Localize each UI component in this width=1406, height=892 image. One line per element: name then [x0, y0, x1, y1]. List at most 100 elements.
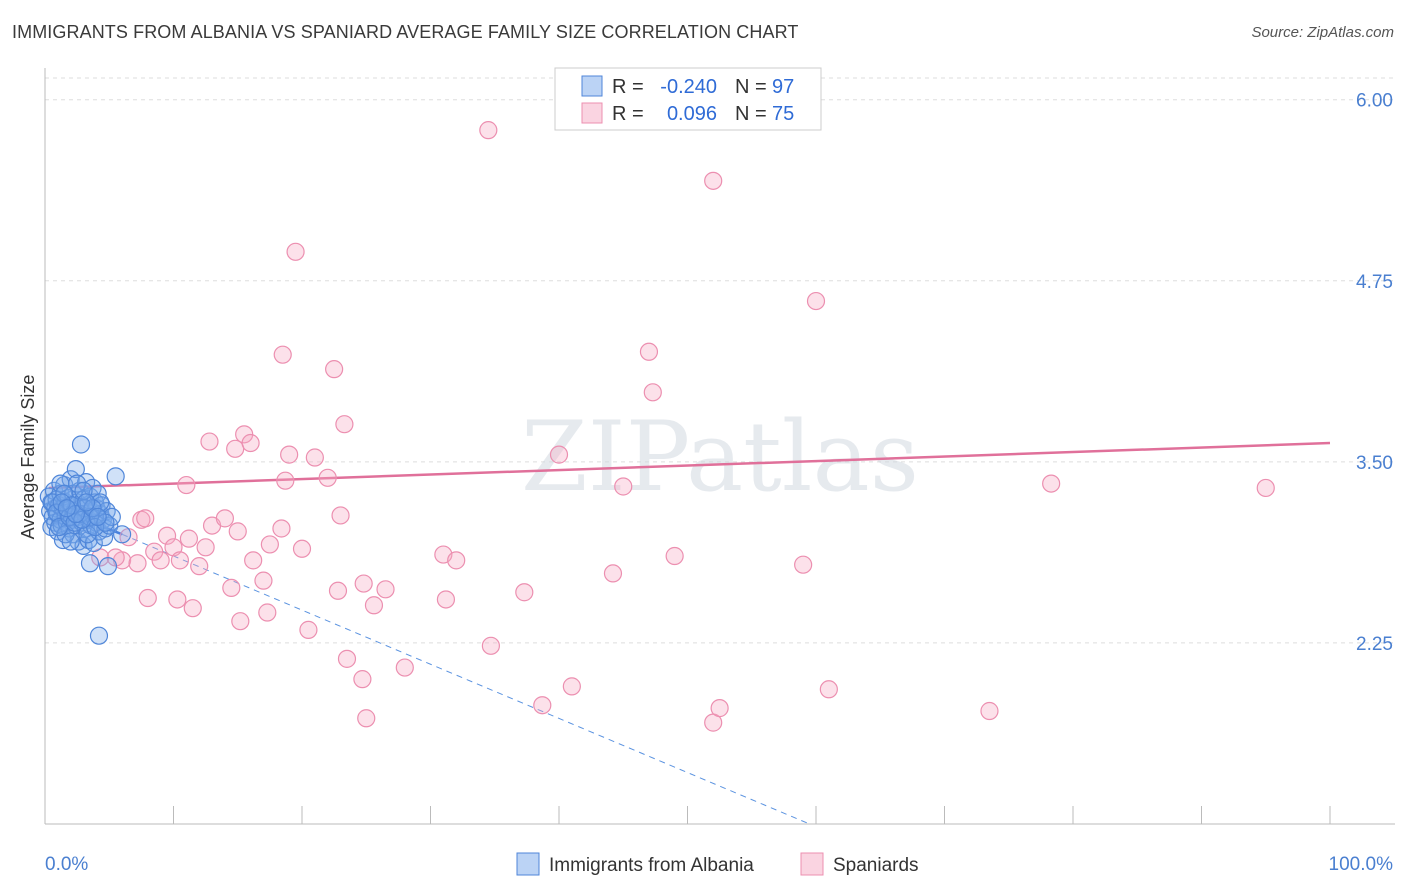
spaniards-point: [299, 620, 318, 639]
spaniards-point: [639, 342, 659, 361]
y-axis-title: Average Family Size: [18, 375, 38, 540]
albania-point: [52, 493, 71, 512]
spaniards-point: [272, 519, 291, 538]
legend-item-albania-swatch: [516, 852, 540, 876]
legend-swatch: [581, 75, 603, 97]
spaniards-point: [280, 445, 299, 464]
spaniards-point: [806, 291, 826, 311]
spaniards-point: [196, 538, 215, 557]
albania-point: [68, 474, 87, 493]
albania-point: [71, 435, 91, 454]
legend-item-spaniards-label: Spaniards: [833, 855, 919, 876]
spaniards-point: [436, 590, 456, 609]
x-tick-label-max: 100.0%: [1329, 854, 1394, 875]
albania-point: [77, 493, 96, 512]
spaniards-point: [177, 475, 196, 495]
spaniards-point: [215, 509, 234, 528]
spaniards-point: [533, 696, 552, 715]
albania-point: [62, 496, 82, 515]
spaniards-point: [183, 599, 202, 618]
albania-point: [57, 499, 76, 518]
albania-point: [80, 554, 100, 573]
spaniards-point: [179, 529, 199, 548]
spaniards-point: [200, 432, 219, 451]
watermark: ZIPatlas: [521, 401, 919, 513]
legend-item-albania-label: Immigrants from Albania: [549, 855, 754, 876]
spaniards-point: [168, 590, 187, 609]
legend-item-spaniards-swatch: [800, 852, 824, 876]
legend-r-value: -0.240: [660, 76, 717, 98]
y-tick-label: 2.25: [1356, 634, 1393, 655]
spaniards-point: [254, 571, 273, 590]
spaniards-point: [292, 539, 312, 558]
spaniards-point: [170, 551, 190, 570]
albania-point: [89, 626, 109, 645]
spaniards-point: [241, 433, 260, 453]
albania-point: [66, 504, 85, 524]
spaniards-point: [364, 596, 384, 615]
spaniards-point: [614, 477, 633, 496]
y-tick-labels: 2.25 3.50 4.75 6.00: [1356, 91, 1393, 655]
spaniards-point: [276, 471, 295, 490]
y-tick-label: 4.75: [1356, 272, 1393, 293]
y-tick-label: 3.50: [1356, 453, 1393, 474]
spaniards-point: [549, 445, 569, 464]
spaniards-point: [286, 242, 305, 261]
spaniards-point: [481, 636, 500, 655]
spaniards-point: [228, 522, 247, 541]
spaniards-trend-line: [48, 441, 1331, 490]
albania-point: [78, 525, 97, 544]
spaniards-point: [643, 383, 662, 402]
spaniards-point: [337, 649, 357, 668]
spaniards-point: [1042, 474, 1061, 493]
albania-trend-extension: [121, 533, 810, 825]
spaniards-point: [190, 557, 209, 576]
spaniards-point: [231, 612, 250, 631]
albania-point: [66, 460, 85, 479]
spaniards-point: [157, 526, 177, 545]
albania-point: [106, 467, 125, 486]
albania-point: [88, 507, 107, 527]
legend-r-label: R =: [612, 103, 644, 125]
y-tick-label: 6.00: [1356, 91, 1393, 112]
spaniards-point: [128, 554, 147, 573]
spaniards-point: [665, 546, 684, 566]
correlation-legend: R = -0.240 N = 97 R = 0.096 N = 75: [554, 67, 822, 131]
legend-r-label: R =: [612, 76, 644, 98]
spaniards-point: [226, 439, 245, 458]
spaniards-point: [819, 680, 838, 699]
spaniards-point: [710, 699, 729, 718]
spaniards-point: [258, 603, 277, 622]
legend-swatch: [581, 102, 603, 124]
spaniards-point: [354, 574, 373, 593]
spaniards-point: [244, 551, 263, 570]
spaniards-point: [273, 345, 292, 364]
spaniards-point: [260, 535, 279, 554]
spaniards-point: [603, 564, 623, 583]
legend-n-label: N =: [735, 76, 767, 98]
spaniards-point: [704, 171, 723, 190]
legend-n-value: 97: [772, 76, 794, 98]
series-legend: Immigrants from Albania Spaniards: [516, 852, 919, 876]
spaniards-point: [447, 551, 466, 570]
x-tick-label-min: 0.0%: [45, 854, 88, 875]
spaniards-point: [357, 709, 376, 728]
axes: [44, 68, 1395, 825]
spaniards-point: [353, 670, 372, 689]
spaniards-point: [980, 701, 999, 721]
spaniards-point: [479, 121, 498, 140]
spaniards-point: [305, 448, 324, 467]
spaniards-point: [318, 468, 337, 487]
albania-point: [61, 532, 80, 551]
spaniards-point: [325, 360, 344, 379]
x-tick-labels: 0.0% 100.0%: [45, 854, 1393, 875]
spaniards-point: [222, 578, 241, 597]
legend-r-value: 0.096: [667, 103, 717, 125]
spaniards-point: [138, 588, 157, 608]
spaniards-point: [395, 658, 414, 677]
spaniards-point: [562, 677, 581, 696]
spaniards-point: [331, 506, 350, 525]
spaniards-point: [794, 555, 813, 574]
spaniards-point: [151, 551, 170, 570]
